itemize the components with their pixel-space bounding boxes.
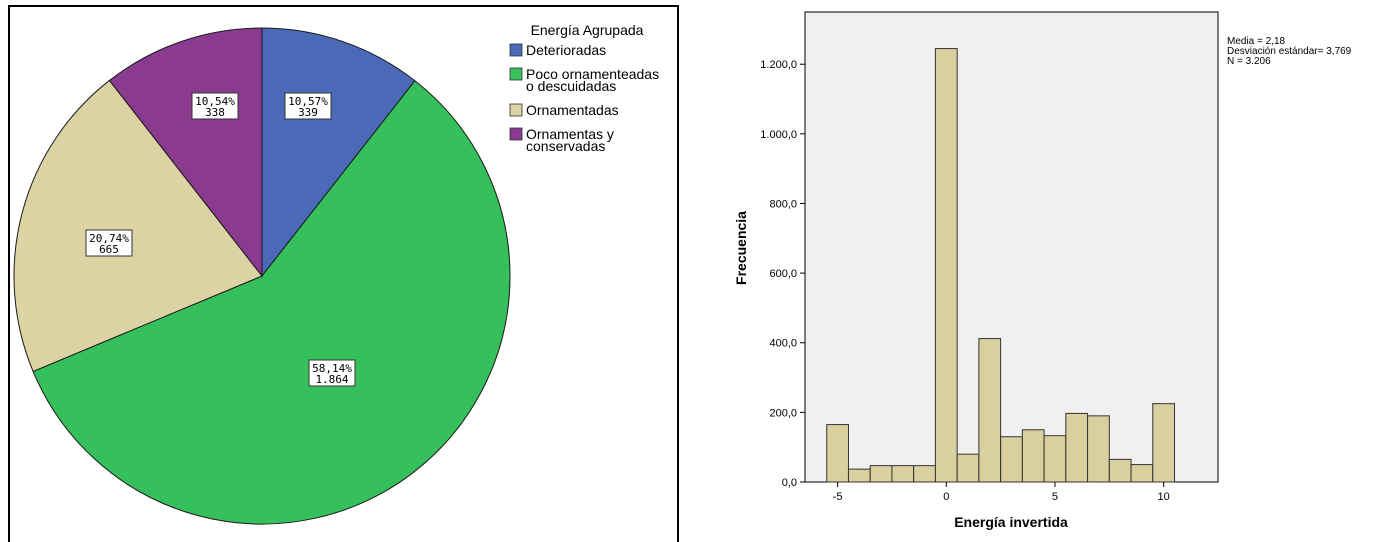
- stats-line: Desviación estándar= 3,769: [1227, 46, 1352, 57]
- x-axis-label: Energía invertida: [954, 514, 1068, 530]
- x-axis: -5 0 5 10: [833, 482, 1170, 503]
- y-axis-label: Frecuencia: [733, 211, 749, 285]
- slice-label-box: [308, 359, 356, 387]
- slice-count-label: 339: [298, 106, 318, 119]
- histogram-bar: [1087, 415, 1110, 483]
- pie-slice-labels: 10,57%339 58,14%1.864 20,74%665 10,54%338: [85, 92, 356, 387]
- slice-label-box: [284, 92, 332, 120]
- legend-label: Deterioradas: [526, 42, 606, 58]
- histogram-bar: [1108, 458, 1132, 483]
- y-tick-label: 1.000,0: [760, 129, 797, 141]
- pie-slice: [261, 27, 416, 278]
- slice-percent-label: 10,57%: [288, 95, 328, 108]
- stats-line: Media = 2,18: [1227, 36, 1286, 47]
- histogram-bar: [913, 465, 936, 483]
- slice-percent-label: 58,14%: [312, 362, 352, 375]
- slice-count-label: 665: [99, 243, 119, 256]
- pie-legend: Energía Agrupada Deterioradas Poco orname…: [509, 22, 659, 154]
- legend-item: Ornamentadas: [509, 102, 619, 118]
- histogram-bar: [956, 453, 980, 483]
- y-tick-label: 400,0: [769, 338, 797, 350]
- histogram-bar: [1021, 429, 1045, 483]
- histogram-panel: 0,0 200,0 400,0 600,0 800,0 1.000,0 1.200,0 -5…: [733, 11, 1352, 530]
- y-tick-label: 800,0: [769, 198, 797, 210]
- legend-swatch: [509, 127, 523, 141]
- y-tick-label: 0,0: [782, 477, 797, 489]
- histogram-bar: [978, 338, 1002, 483]
- slice-percent-label: 20,74%: [89, 232, 129, 245]
- x-tick-label: -5: [833, 491, 843, 503]
- pie-slice-label: 20,74%665: [85, 229, 133, 257]
- pie-slice: [32, 80, 511, 525]
- slice-count-label: 338: [205, 106, 225, 119]
- slice-label-box: [85, 229, 133, 257]
- pie-slice-label: 10,57%339: [284, 92, 332, 120]
- legend-label: Ornamentas y: [526, 126, 614, 142]
- pie-slice: [108, 27, 263, 278]
- histogram-bar: [847, 468, 871, 483]
- legend-swatch: [509, 43, 523, 57]
- histogram-bars: [826, 48, 1176, 483]
- legend-item: Deterioradas: [509, 42, 606, 58]
- x-tick-label: 5: [1052, 491, 1058, 503]
- pie-chart-panel: 10,57%339 58,14%1.864 20,74%665 10,54%338 E…: [8, 5, 679, 542]
- legend-swatch: [509, 67, 523, 81]
- slice-count-label: 1.864: [315, 373, 348, 386]
- legend-label: conservadas: [526, 138, 605, 154]
- histogram-bar: [934, 48, 958, 483]
- y-tick-label: 200,0: [769, 407, 797, 419]
- slice-percent-label: 10,54%: [195, 95, 235, 108]
- histogram-bar: [1000, 436, 1023, 483]
- x-tick-label: 0: [943, 491, 949, 503]
- legend-swatch: [509, 103, 523, 117]
- histogram-bar: [869, 465, 893, 483]
- legend-title: Energía Agrupada: [531, 22, 644, 38]
- histogram-bar: [1065, 412, 1089, 483]
- pie-slices: [13, 27, 511, 525]
- legend-label: o descuidadas: [526, 78, 616, 94]
- histogram-bar: [1152, 403, 1176, 483]
- legend-label: Ornamentadas: [526, 102, 619, 118]
- histogram-bar: [826, 424, 849, 483]
- histogram-bar: [891, 465, 915, 483]
- plot-area: [804, 11, 1219, 483]
- legend-label: Poco ornamenteadas: [526, 66, 659, 82]
- histogram-bar: [1130, 464, 1154, 483]
- y-tick-label: 1.200,0: [760, 59, 797, 71]
- x-tick-label: 10: [1158, 491, 1170, 503]
- pie-slice: [13, 79, 263, 373]
- pie-slice-label: 58,14%1.864: [308, 359, 356, 387]
- stats-line: N = 3.206: [1227, 56, 1271, 67]
- pie-slice-label: 10,54%338: [191, 92, 239, 120]
- y-tick-label: 600,0: [769, 268, 797, 280]
- slice-label-box: [191, 92, 239, 120]
- y-axis: 0,0 200,0 400,0 600,0 800,0 1.000,0 1.200,0: [760, 59, 805, 489]
- histogram-bar: [1043, 435, 1067, 483]
